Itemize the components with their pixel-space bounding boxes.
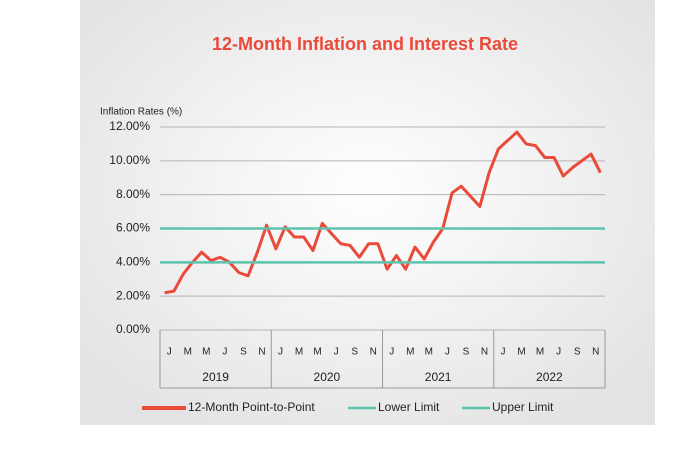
x-tick-label: M	[517, 347, 525, 358]
x-tick-label: S	[574, 347, 581, 358]
legend-label: Upper Limit	[492, 400, 554, 414]
year-label: 2020	[314, 370, 341, 384]
y-tick-label: 0.00%	[116, 322, 150, 336]
legend-label: Lower Limit	[378, 400, 440, 414]
x-tick-label: N	[592, 347, 599, 358]
data-line	[164, 130, 602, 295]
year-label: 2022	[536, 370, 563, 384]
x-tick-label: N	[258, 347, 265, 358]
x-tick-label: N	[370, 347, 377, 358]
x-tick-label: M	[202, 347, 210, 358]
y-axis-title: Inflation Rates (%)	[100, 107, 182, 118]
x-tick-label: M	[184, 347, 192, 358]
legend-label: 12-Month Point-to-Point	[188, 400, 315, 414]
x-tick-label: M	[313, 347, 321, 358]
x-tick-label: J	[334, 347, 339, 358]
y-tick-label: 12.00%	[109, 119, 150, 133]
x-tick-label: J	[389, 347, 394, 358]
x-tick-label: M	[295, 347, 303, 358]
chart-title: 12-Month Inflation and Interest Rate	[212, 34, 518, 54]
year-label: 2021	[425, 370, 452, 384]
x-tick-label: J	[278, 347, 283, 358]
y-tick-label: 6.00%	[116, 221, 150, 235]
x-tick-label: S	[351, 347, 358, 358]
x-tick-label: S	[463, 347, 470, 358]
x-tick-label: J	[501, 347, 506, 358]
x-tick-label: J	[556, 347, 561, 358]
x-tick-label: M	[536, 347, 544, 358]
panel	[80, 0, 655, 425]
year-label: 2019	[202, 370, 229, 384]
x-tick-label: J	[222, 347, 227, 358]
y-tick-label: 10.00%	[109, 153, 150, 167]
x-tick-label: J	[445, 347, 450, 358]
x-tick-label: S	[240, 347, 247, 358]
y-tick-label: 2.00%	[116, 288, 150, 302]
x-tick-label: N	[481, 347, 488, 358]
y-tick-label: 4.00%	[116, 255, 150, 269]
x-tick-label: M	[406, 347, 414, 358]
y-tick-label: 8.00%	[116, 187, 150, 201]
x-tick-label: J	[167, 347, 172, 358]
x-tick-label: M	[425, 347, 433, 358]
